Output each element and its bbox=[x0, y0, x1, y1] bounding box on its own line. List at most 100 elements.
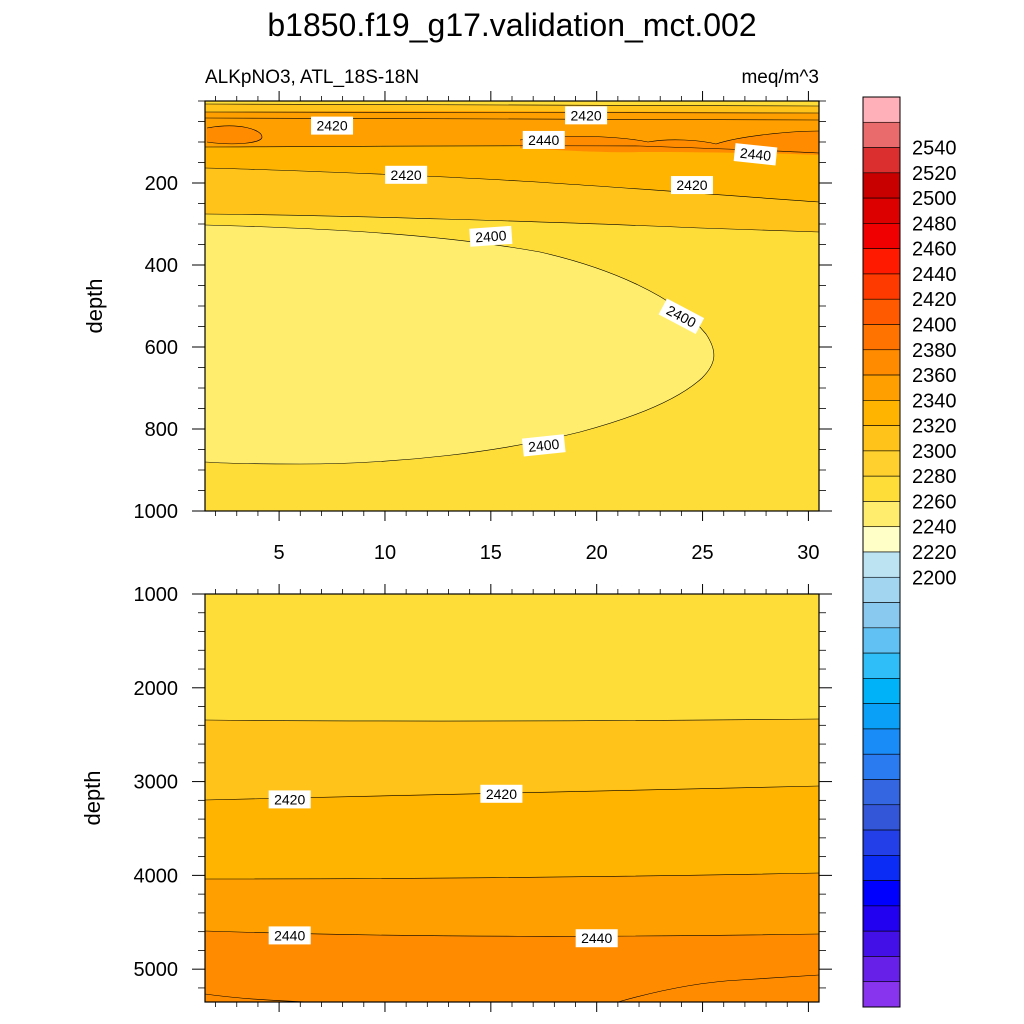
contour-label-text: 2400 bbox=[527, 436, 560, 455]
lower-axis-ticks: 1000 2000 3000 4000 5000 bbox=[134, 584, 832, 1012]
contour-label-box bbox=[733, 143, 778, 166]
y-tick-label: 3000 bbox=[134, 772, 179, 794]
colorbar-label: 2400 bbox=[912, 315, 957, 337]
contour-label-text: 2440 bbox=[528, 132, 559, 148]
contour-line bbox=[205, 117, 819, 121]
colorbar-label: 2500 bbox=[912, 188, 957, 210]
colorbar-label: 2380 bbox=[912, 340, 957, 362]
lower-panel: 2420 2420 2440 2440 1000 2000 3000 4000 5000 de… bbox=[80, 584, 832, 1012]
contour-label-box bbox=[522, 130, 565, 149]
contour-label-box bbox=[385, 165, 428, 184]
lower-y-axis-label: depth bbox=[80, 770, 105, 825]
contour-line bbox=[205, 167, 819, 203]
contour-label: 2420 bbox=[480, 784, 523, 803]
contour-label-box bbox=[565, 106, 608, 125]
colorbar-swatch bbox=[862, 96, 901, 123]
contour-label: 2400 bbox=[469, 225, 513, 247]
colorbar-label: 2260 bbox=[912, 491, 957, 513]
lower-contour-labels: 2420 2420 2440 2440 bbox=[268, 784, 618, 948]
contour-label-text: 2420 bbox=[676, 177, 707, 193]
colorbar-swatch bbox=[862, 678, 901, 704]
colorbar-swatch bbox=[862, 400, 901, 426]
colorbar-swatch bbox=[862, 905, 901, 932]
contour-label-text: 2440 bbox=[274, 927, 305, 943]
y-tick-label: 5000 bbox=[134, 959, 179, 981]
colorbar-swatch bbox=[862, 804, 901, 831]
upper-right-label: meq/m^3 bbox=[741, 67, 819, 88]
colorbar-label: 2340 bbox=[912, 390, 957, 412]
colorbar-swatch bbox=[862, 652, 901, 679]
colorbar-label: 2200 bbox=[912, 567, 957, 589]
contour-label: 2440 bbox=[733, 143, 778, 166]
contour-label-text: 2420 bbox=[274, 791, 305, 807]
colorbar-swatch bbox=[862, 829, 901, 856]
contour-label-box bbox=[311, 116, 354, 135]
contour-line bbox=[205, 718, 819, 722]
y-tick-label: 1000 bbox=[134, 501, 179, 523]
y-tick-label: 800 bbox=[145, 419, 178, 441]
contour-line bbox=[206, 125, 263, 145]
colorbar-swatch bbox=[862, 501, 901, 528]
colorbar-swatch bbox=[862, 121, 901, 148]
contour-label: 2440 bbox=[522, 130, 565, 149]
colorbar-swatch bbox=[862, 551, 901, 578]
colorbar-swatch bbox=[862, 981, 901, 1008]
colorbar-label: 2420 bbox=[912, 289, 957, 311]
contour-band bbox=[205, 225, 714, 464]
contour-label-box bbox=[575, 929, 618, 948]
contour-line bbox=[519, 130, 819, 145]
colorbar-swatch bbox=[862, 703, 901, 730]
contour-label-text: 2440 bbox=[739, 145, 772, 164]
colorbar-swatch bbox=[862, 602, 901, 629]
colorbar-swatch bbox=[862, 374, 901, 401]
upper-panel: ALKpNO3, ATL_18S-18N meq/m^3 2420 2420 244… bbox=[82, 67, 832, 564]
colorbar-swatch bbox=[862, 855, 901, 881]
colorbar-swatch bbox=[862, 324, 901, 351]
colorbar-swatch bbox=[862, 728, 901, 755]
contour-label: 2420 bbox=[268, 790, 311, 809]
contour-label-text: 2440 bbox=[581, 930, 612, 946]
x-tick-label: 15 bbox=[480, 542, 502, 564]
colorbar-swatch bbox=[862, 627, 901, 654]
colorbar-label: 2240 bbox=[912, 517, 957, 539]
colorbar-swatch bbox=[862, 956, 901, 983]
contour-label: 2420 bbox=[311, 116, 354, 135]
contour-band bbox=[207, 125, 262, 144]
colorbar-swatch bbox=[862, 197, 901, 224]
contour-label: 2420 bbox=[670, 176, 713, 195]
colorbar-label: 2480 bbox=[912, 213, 957, 235]
contour-label: 2420 bbox=[565, 106, 608, 125]
colorbar-swatch bbox=[862, 880, 901, 907]
colorbar-swatch bbox=[862, 475, 901, 502]
contour-label: 2440 bbox=[575, 929, 618, 948]
colorbar-swatch bbox=[862, 349, 901, 376]
contour-line bbox=[205, 872, 819, 880]
colorbar-label: 2360 bbox=[912, 365, 957, 387]
y-tick-label: 400 bbox=[145, 255, 178, 277]
x-tick-label: 10 bbox=[374, 542, 396, 564]
colorbar-swatch bbox=[862, 223, 901, 249]
contour-label: 2400 bbox=[521, 434, 566, 457]
y-tick-label: 4000 bbox=[134, 865, 179, 887]
x-tick-label: 20 bbox=[586, 542, 608, 564]
contour-label-box bbox=[469, 225, 513, 247]
colorbar-swatch bbox=[862, 273, 901, 300]
contour-label-box bbox=[480, 784, 523, 803]
contour-label-text: 2420 bbox=[486, 786, 517, 802]
colorbar-swatch bbox=[862, 450, 901, 477]
contour-line bbox=[617, 974, 819, 1002]
y-tick-label: 2000 bbox=[134, 678, 179, 700]
upper-left-label: ALKpNO3, ATL_18S-18N bbox=[205, 67, 419, 88]
colorbar-swatch bbox=[862, 425, 901, 452]
contour-label: 2420 bbox=[385, 165, 428, 184]
contour-label-text: 2400 bbox=[475, 227, 507, 245]
colorbar-swatch bbox=[862, 147, 901, 174]
lower-contour-fills bbox=[205, 594, 819, 1002]
colorbar-label: 2300 bbox=[912, 441, 957, 463]
colorbar: 2540 2520 2500 2480 2460 2440 2420 2400 2380 2360… bbox=[862, 96, 957, 1008]
upper-contour-lines bbox=[205, 103, 819, 465]
contour-band bbox=[205, 931, 819, 1002]
contour-label-text: 2420 bbox=[316, 118, 347, 134]
contour-label-box bbox=[521, 434, 566, 457]
y-tick-label: 600 bbox=[145, 337, 178, 359]
